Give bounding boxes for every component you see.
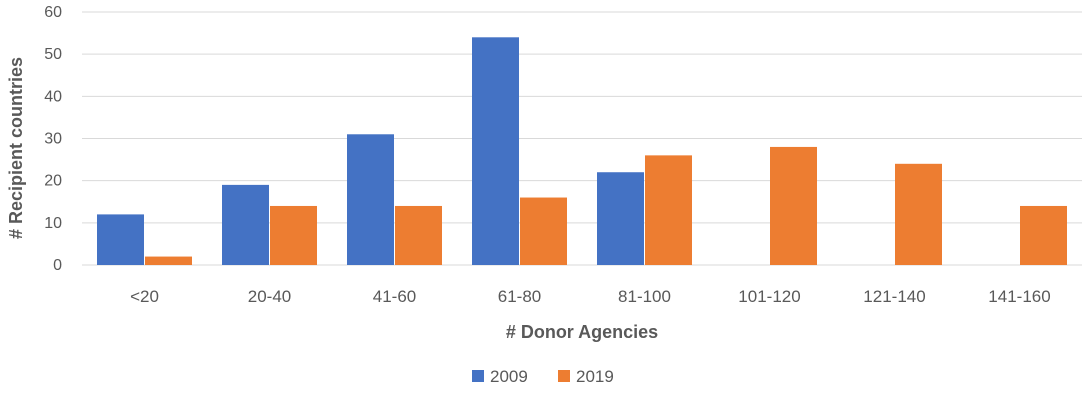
bar-2009-41-60 [347, 134, 394, 265]
bar-2009-<20 [97, 214, 144, 265]
bar-2019-101-120 [770, 146, 817, 265]
x-tick-label: 141-160 [988, 287, 1050, 306]
bar-2019-<20 [145, 256, 192, 265]
x-tick-label: 61-80 [498, 287, 541, 306]
bar-2009-81-100 [597, 172, 644, 265]
legend: 2009 2019 [472, 367, 614, 386]
legend-label: 2019 [576, 367, 614, 386]
x-tick-label: 20-40 [248, 287, 291, 306]
x-tick-label: <20 [130, 287, 159, 306]
y-axis-title: # Recipient countries [6, 57, 26, 239]
x-tick-label: 121-140 [863, 287, 925, 306]
x-tick-label: 81-100 [618, 287, 671, 306]
y-tick-label: 50 [44, 46, 62, 63]
bar-2019-121-140 [895, 163, 942, 265]
legend-swatch-2009 [472, 370, 484, 382]
bar-2009-20-40 [222, 184, 269, 265]
bar-2019-61-80 [520, 197, 567, 265]
x-tick-label: 41-60 [373, 287, 416, 306]
bar-2019-81-100 [645, 155, 692, 265]
bar-2019-41-60 [395, 205, 442, 265]
y-tick-label: 0 [53, 257, 62, 274]
y-tick-label: 40 [44, 88, 62, 105]
legend-label: 2009 [490, 367, 528, 386]
bar-2019-20-40 [270, 205, 317, 265]
y-tick-label: 20 [44, 173, 62, 190]
y-tick-label: 30 [44, 131, 62, 148]
bar-2009-61-80 [472, 37, 519, 265]
x-tick-label: 101-120 [738, 287, 800, 306]
y-tick-label: 60 [44, 4, 62, 21]
y-axis-ticks: 0 10 20 30 40 50 60 [44, 4, 62, 274]
bars [97, 37, 1067, 265]
y-tick-label: 10 [44, 215, 62, 232]
bar-2019-141-160 [1020, 205, 1067, 265]
x-axis-title: # Donor Agencies [506, 322, 658, 342]
x-axis-categories: <20 20-40 41-60 61-80 81-100 101-120 121-140 14… [130, 287, 1051, 306]
legend-swatch-2019 [558, 370, 570, 382]
